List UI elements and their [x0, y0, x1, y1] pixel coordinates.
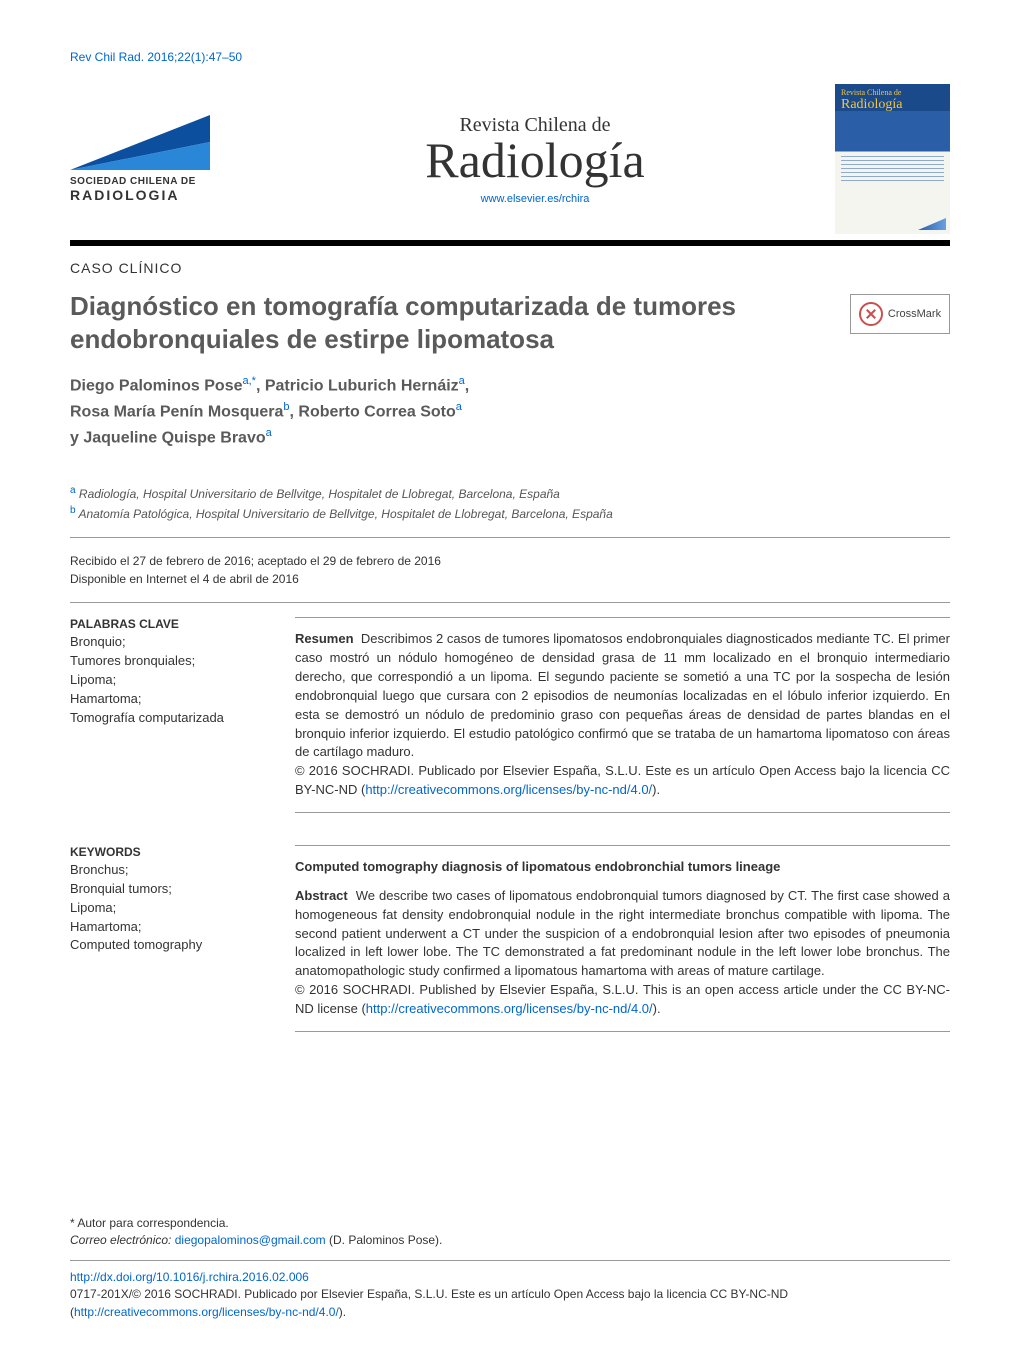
masthead: SOCIEDAD CHILENA DE RADIOLOGIA Revista C… — [70, 84, 950, 234]
publisher-name-line1: SOCIEDAD CHILENA DE — [70, 176, 235, 187]
divider — [70, 537, 950, 538]
resumen-column: Resumen Describimos 2 casos de tumores l… — [295, 617, 950, 825]
license-link-es[interactable]: http://creativecommons.org/licenses/by-n… — [365, 782, 652, 797]
online-date: Disponible en Internet el 4 de abril de … — [70, 570, 950, 588]
divider — [70, 602, 950, 603]
abstract-text: Abstract We describe two cases of lipoma… — [295, 887, 950, 981]
resumen-text: Resumen Describimos 2 casos de tumores l… — [295, 630, 950, 762]
keywords-list: Bronchus;Bronquial tumors;Lipoma;Hamarto… — [70, 861, 265, 955]
divider — [295, 617, 950, 618]
corresponding-author: * Autor para correspondencia. — [70, 1215, 950, 1232]
corresponding-email[interactable]: diegopalominos@gmail.com — [175, 1233, 326, 1247]
crossmark-icon — [859, 302, 883, 326]
abstract-license: © 2016 SOCHRADI. Published by Elsevier E… — [295, 981, 950, 1019]
page-footer: * Autor para correspondencia. Correo ele… — [70, 1215, 950, 1321]
resumen-license: © 2016 SOCHRADI. Publicado por Elsevier … — [295, 762, 950, 800]
divider — [295, 1031, 950, 1032]
crossmark-label: CrossMark — [888, 308, 941, 320]
resumen-runin: Resumen — [295, 631, 354, 646]
running-citation: Rev Chil Rad. 2016;22(1):47–50 — [70, 50, 950, 64]
license-link-footer[interactable]: http://creativecommons.org/licenses/by-n… — [74, 1305, 339, 1319]
publisher-name-line2: RADIOLOGIA — [70, 187, 235, 203]
keywords-column: KEYWORDS Bronchus;Bronquial tumors;Lipom… — [70, 845, 265, 1044]
article-type-label: CASO CLÍNICO — [70, 260, 950, 276]
cover-corner-icon — [918, 218, 946, 230]
abstract-runin: Abstract — [295, 888, 348, 903]
publisher-logo: SOCIEDAD CHILENA DE RADIOLOGIA — [70, 115, 235, 203]
crossmark-badge[interactable]: CrossMark — [850, 294, 950, 334]
divider — [70, 1260, 950, 1261]
divider — [295, 812, 950, 813]
affiliation-a: a Radiología, Hospital Universitario de … — [70, 483, 950, 503]
doi-link[interactable]: http://dx.doi.org/10.1016/j.rchira.2016.… — [70, 1269, 950, 1286]
received-accepted-date: Recibido el 27 de febrero de 2016; acept… — [70, 552, 950, 570]
corresponding-email-line: Correo electrónico: diegopalominos@gmail… — [70, 1232, 950, 1249]
cover-decor-lines — [841, 156, 944, 184]
english-abstract-block: KEYWORDS Bronchus;Bronquial tumors;Lipom… — [70, 845, 950, 1044]
keywords-heading: KEYWORDS — [70, 845, 265, 859]
abstract-column: Computed tomography diagnosis of lipomat… — [295, 845, 950, 1044]
journal-url[interactable]: www.elsevier.es/rchira — [235, 193, 835, 205]
publisher-logo-mark — [70, 115, 210, 170]
article-title: Diagnóstico en tomografía computarizada … — [70, 290, 825, 355]
author-list: Diego Palominos Posea,*, Patricio Luburi… — [70, 373, 950, 451]
license-link-en[interactable]: http://creativecommons.org/licenses/by-n… — [366, 1001, 653, 1016]
english-title: Computed tomography diagnosis of lipomat… — [295, 858, 950, 877]
cover-title-small: Revista Chilena de — [841, 88, 901, 97]
journal-title-block: Revista Chilena de Radiología www.elsevi… — [235, 114, 835, 205]
affiliations: a Radiología, Hospital Universitario de … — [70, 483, 950, 523]
palabras-clave-column: PALABRAS CLAVE Bronquio;Tumores bronquia… — [70, 617, 265, 825]
header-divider-bar — [70, 240, 950, 246]
title-row: Diagnóstico en tomografía computarizada … — [70, 290, 950, 355]
divider — [295, 845, 950, 846]
palabras-clave-heading: PALABRAS CLAVE — [70, 617, 265, 631]
copyright-line: 0717-201X/© 2016 SOCHRADI. Publicado por… — [70, 1286, 950, 1321]
spanish-abstract-block: PALABRAS CLAVE Bronquio;Tumores bronquia… — [70, 617, 950, 825]
palabras-clave-list: Bronquio;Tumores bronquiales;Lipoma;Hama… — [70, 633, 265, 727]
journal-cover-thumbnail: Revista Chilena de Radiología — [835, 84, 950, 234]
journal-title-large: Radiología — [235, 135, 835, 185]
cover-title-large: Radiología — [841, 97, 902, 113]
article-dates: Recibido el 27 de febrero de 2016; acept… — [70, 552, 950, 588]
affiliation-b: b Anatomía Patológica, Hospital Universi… — [70, 503, 950, 523]
